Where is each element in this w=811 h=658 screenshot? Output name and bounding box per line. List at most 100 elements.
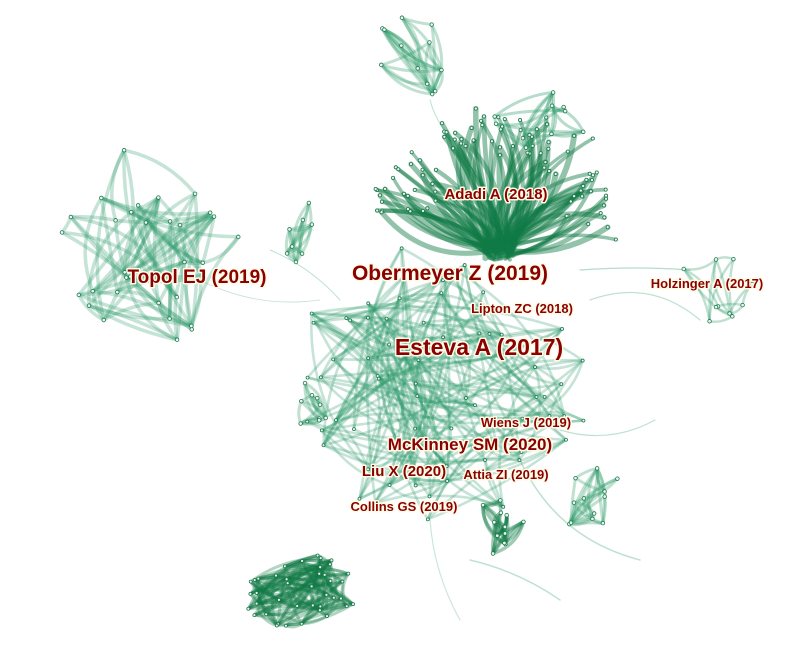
citation-edge [415,394,585,424]
citation-edge [77,293,106,322]
citation-edge [399,44,420,70]
paper-node [377,193,382,198]
paper-node [591,511,597,516]
citation-edge [331,323,504,361]
citation-edge [87,303,172,321]
citation-edge [136,203,182,227]
citation-edge [168,214,216,224]
paper-node [564,213,569,218]
citation-edge [511,183,586,244]
paper-node [713,304,719,310]
citation-edge [377,192,501,249]
citation-edge [518,365,542,462]
paper-node [415,394,420,399]
paper-node [408,162,413,167]
citation-edge [424,327,564,440]
citation-edge [167,219,172,321]
paper-node [256,576,261,581]
citation-edge [122,148,197,196]
citation-edge [491,520,526,556]
citation-edge [502,168,552,246]
citation-edge [122,210,212,275]
citation-edge [303,381,328,420]
paper-node [547,414,552,418]
paper-node [730,314,735,319]
paper-node [481,290,486,295]
citation-edge [488,139,512,262]
citation-edge [400,270,446,471]
citation-edge [322,351,521,447]
citation-edge [595,466,607,493]
citation-edge [535,395,551,418]
citation-edge [567,489,607,526]
citation-edge [498,171,559,244]
citation-edge [377,377,417,487]
node-label-topol: Topol EJ (2019) [127,267,266,288]
citation-edge [491,511,503,556]
paper-node [481,114,486,119]
citation-edge [274,574,322,612]
citation-edge [396,167,511,255]
citation-edge [524,90,555,150]
paper-node [432,88,438,94]
citation-edge [306,376,566,418]
citation-edge [428,278,449,483]
citation-edge [95,148,126,322]
citation-edge [512,194,576,248]
citation-edge [277,598,322,608]
paper-node [521,519,526,524]
citation-edge [122,195,161,275]
citation-edge [493,109,567,119]
paper-node [549,131,554,137]
citation-edge [285,558,333,581]
citation-edge [129,210,205,277]
paper-node [334,418,338,423]
citation-edge [495,520,526,538]
node-label-obermeyer: Obermeyer Z (2019) [352,262,548,285]
paper-node [383,186,388,191]
citation-edge [252,613,280,626]
paper-node [483,458,487,463]
paper-node [534,395,539,399]
paper-node [544,115,549,120]
citation-edge [256,577,279,628]
paper-node [177,222,183,228]
citation-edge [498,127,520,246]
paper-node [413,426,418,431]
paper-node [156,300,161,306]
paper-node [405,207,410,212]
paper-node [602,215,607,220]
citation-edge [380,26,434,96]
citation-edge [494,122,528,150]
paper-node [328,562,332,567]
paper-node [425,517,430,522]
citation-edge [385,317,498,447]
citation-edge [376,374,523,454]
citation-edge [314,565,322,608]
citation-edge [441,278,521,355]
paper-node [534,127,539,132]
citation-edge [252,558,333,617]
citation-edge [682,267,718,309]
paper-node [590,516,595,522]
citation-edge [189,192,200,332]
paper-node [598,211,603,216]
paper-node [393,165,398,170]
citation-edge [380,26,434,96]
paper-node [264,612,269,617]
citation-edge [178,214,216,227]
citation-edge [246,565,322,611]
citation-edge [90,195,161,293]
paper-node [405,193,410,198]
citation-edge [124,214,216,280]
citation-edge [366,358,585,471]
citation-edge [426,395,546,521]
citation-edge [415,394,429,440]
citation-edge [310,312,388,320]
citation-edge [270,574,279,628]
citation-edge [549,130,585,138]
paper-node [331,357,336,362]
citation-edge [524,132,553,150]
paper-node [128,274,133,279]
